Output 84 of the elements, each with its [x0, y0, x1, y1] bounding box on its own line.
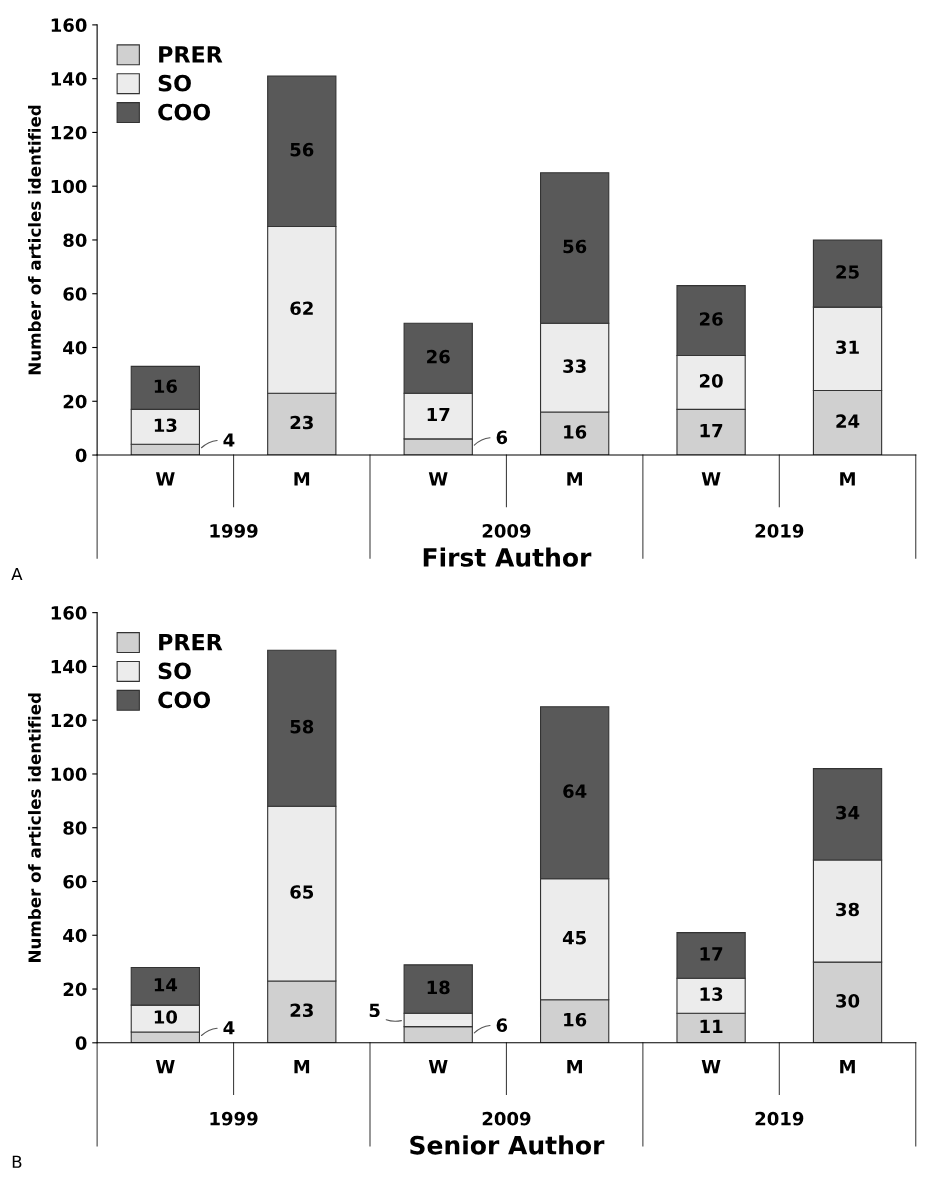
x-tick-label: W: [701, 472, 721, 486]
y-tick-label: 40: [63, 928, 87, 943]
y-tick-label: 0: [75, 1036, 87, 1050]
y-tick-label: 60: [63, 287, 87, 301]
legend-label: COO: [158, 691, 211, 709]
text: 2019: [755, 1111, 804, 1126]
data-label: 5: [369, 1003, 380, 1018]
data-label: 17: [700, 424, 723, 438]
data-label: 16: [564, 1012, 587, 1027]
legend-label: SO: [158, 662, 191, 680]
text: B: [12, 1155, 22, 1168]
text: 2019: [755, 524, 804, 538]
y-axis-title: Number of articles identified: [28, 693, 41, 962]
data-label: 10: [154, 1010, 178, 1024]
y-tick-label: 100: [51, 179, 87, 194]
y-tick-label: 20: [63, 394, 87, 409]
x-tick-label: W: [155, 1060, 175, 1074]
text: A: [11, 567, 23, 581]
data-label: 16: [564, 425, 587, 439]
y-axis-title: Number of articles identified: [28, 105, 41, 375]
x-tick-label: W: [428, 1060, 448, 1074]
y-tick-label: 120: [51, 125, 87, 140]
x-tick-label: W: [428, 472, 448, 486]
x-tick-label: M: [567, 472, 582, 486]
y-tick-label: 20: [63, 982, 87, 997]
legend-label: SO: [158, 74, 191, 92]
data-label: 17: [427, 407, 450, 422]
data-label: 38: [836, 902, 859, 917]
data-label: 30: [836, 994, 860, 1008]
y-tick-label: 40: [63, 340, 87, 355]
data-label: 64: [563, 784, 587, 799]
data-label: 56: [290, 142, 314, 157]
y-tick-label: 80: [63, 821, 87, 835]
data-label: 34: [836, 805, 860, 820]
y-tick-label: 160: [51, 606, 87, 620]
y-tick-label: 100: [51, 767, 87, 782]
data-label: 13: [154, 418, 177, 433]
x-tick-label: M: [294, 1060, 310, 1074]
data-label: 31: [836, 340, 859, 355]
data-label: 4: [223, 433, 235, 447]
legend-label: PRER: [159, 634, 223, 651]
x-tick-label: M: [840, 472, 855, 486]
y-tick-label: 140: [51, 659, 87, 674]
text: 1999: [210, 1111, 258, 1126]
x-tick-label: M: [567, 1060, 582, 1074]
data-label: 4: [223, 1021, 235, 1035]
y-tick-label: 120: [51, 713, 87, 728]
text: 2009: [482, 524, 531, 538]
data-label: 17: [700, 947, 723, 961]
data-label: 6: [496, 430, 508, 445]
data-label: 23: [290, 415, 313, 430]
data-label: 14: [154, 978, 178, 992]
text: 2009: [482, 1111, 531, 1126]
x-tick-label: M: [294, 472, 310, 486]
data-label: 20: [699, 374, 723, 388]
data-label: 24: [836, 414, 860, 428]
data-label: 13: [700, 987, 723, 1001]
data-label: 65: [290, 885, 314, 899]
y-tick-label: 80: [63, 233, 87, 248]
data-label: 23: [290, 1003, 313, 1018]
x-axis-title: Senior Author: [410, 1135, 605, 1155]
y-tick-label: 160: [51, 18, 87, 32]
data-label: 16: [154, 379, 177, 394]
data-label: 6: [496, 1018, 508, 1032]
legend-label: COO: [158, 103, 211, 121]
data-label: 25: [836, 265, 859, 279]
data-label: 18: [427, 980, 450, 995]
text: 1999: [210, 524, 258, 538]
data-label: 26: [427, 349, 450, 364]
data-label: 45: [562, 931, 586, 945]
x-axis-title: First Author: [423, 547, 592, 567]
x-tick-label: W: [155, 472, 175, 486]
data-label: 58: [290, 719, 314, 734]
data-label: 33: [563, 359, 586, 373]
data-label: 56: [563, 239, 587, 254]
y-tick-label: 60: [63, 874, 87, 889]
data-label: 62: [290, 301, 313, 316]
data-label: 26: [699, 312, 723, 326]
legend-label: PRER: [159, 46, 223, 63]
y-tick-label: 140: [51, 72, 87, 86]
x-tick-label: W: [701, 1060, 721, 1074]
data-label: 11: [700, 1019, 723, 1033]
x-tick-label: M: [840, 1060, 855, 1074]
y-tick-label: 0: [75, 448, 87, 463]
